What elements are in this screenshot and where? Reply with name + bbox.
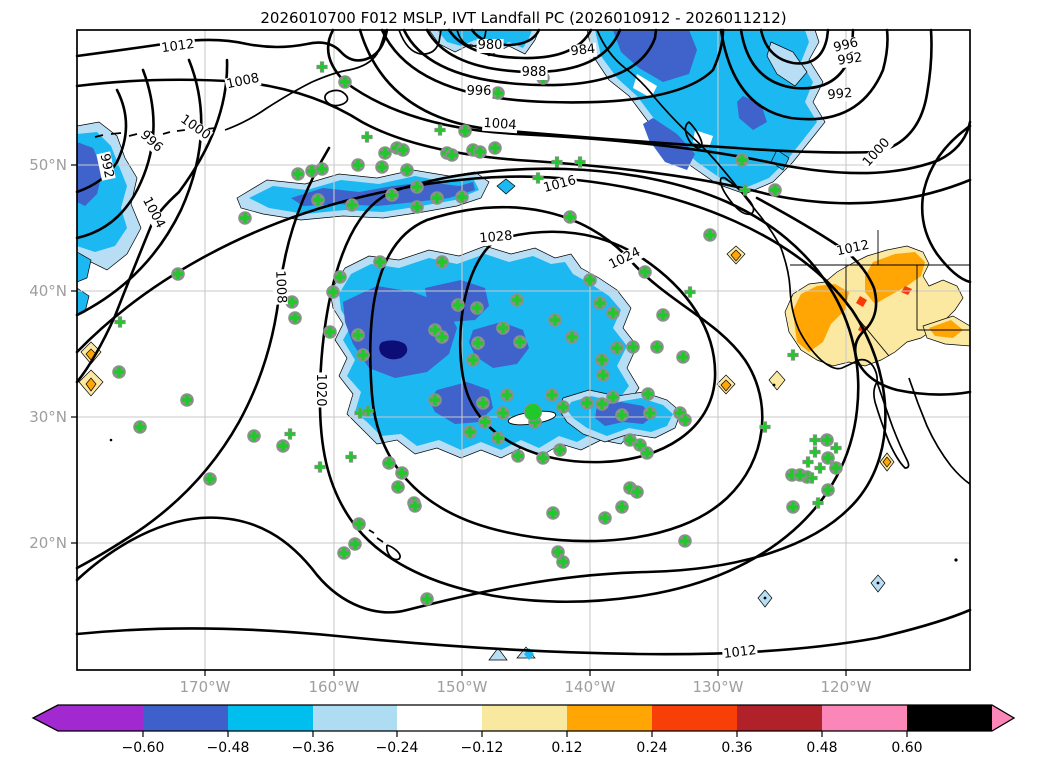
colorbar-tick-label: 0.48 (806, 740, 838, 756)
axis-ticks (71, 164, 847, 676)
ivt-landfall-markers (112, 61, 843, 606)
isobar-label: 988 (520, 65, 548, 80)
chart-title: 2026010700 F012 MSLP, IVT Landfall PC (2… (260, 9, 787, 27)
y-tick-label: 30°N (29, 408, 67, 426)
colorbar-tick-label: −0.12 (460, 740, 504, 756)
isobar-label: 980 (476, 38, 504, 53)
y-tick-label: 40°N (29, 282, 67, 300)
x-tick-label: 140°W (564, 678, 616, 696)
map-canvas (71, 28, 972, 676)
isobar-label: 1008 (272, 269, 289, 305)
x-tick-label: 130°W (692, 678, 744, 696)
colorbar-tick-label: 0.24 (636, 740, 668, 756)
map-plot-area: 1012 1008 980 984 988 996 1004 1016 996 992 992 100… (71, 28, 972, 676)
y-tick-label: 50°N (29, 156, 67, 174)
y-tick-label: 20°N (29, 534, 67, 552)
isobar-label: 1020 (313, 372, 328, 408)
x-tick-label: 120°W (820, 678, 872, 696)
isobar-label: 984 (568, 41, 598, 60)
colorbar-tick-label: −0.36 (291, 740, 335, 756)
colorbar-tick-label: −0.60 (121, 740, 165, 756)
x-tick-label: 170°W (179, 678, 231, 696)
plot-frame (76, 29, 971, 671)
colorbar-tick-label: 0.12 (551, 740, 583, 756)
x-tick-label: 150°W (436, 678, 488, 696)
colorbar-tick-label: −0.24 (375, 740, 419, 756)
colorbar-tick-label: 0.36 (721, 740, 753, 756)
x-tick-label: 160°W (308, 678, 360, 696)
colorbar (31, 704, 1016, 737)
isobar-label: 1004 (482, 115, 518, 134)
colorbar-tick-label: −0.48 (206, 740, 250, 756)
small-accent-marks (109, 383, 958, 608)
isobar-label: 996 (465, 84, 493, 99)
isobar-label: 992 (826, 85, 854, 104)
state-borders (790, 230, 970, 357)
colorbar-tick-label: 0.60 (891, 740, 923, 756)
